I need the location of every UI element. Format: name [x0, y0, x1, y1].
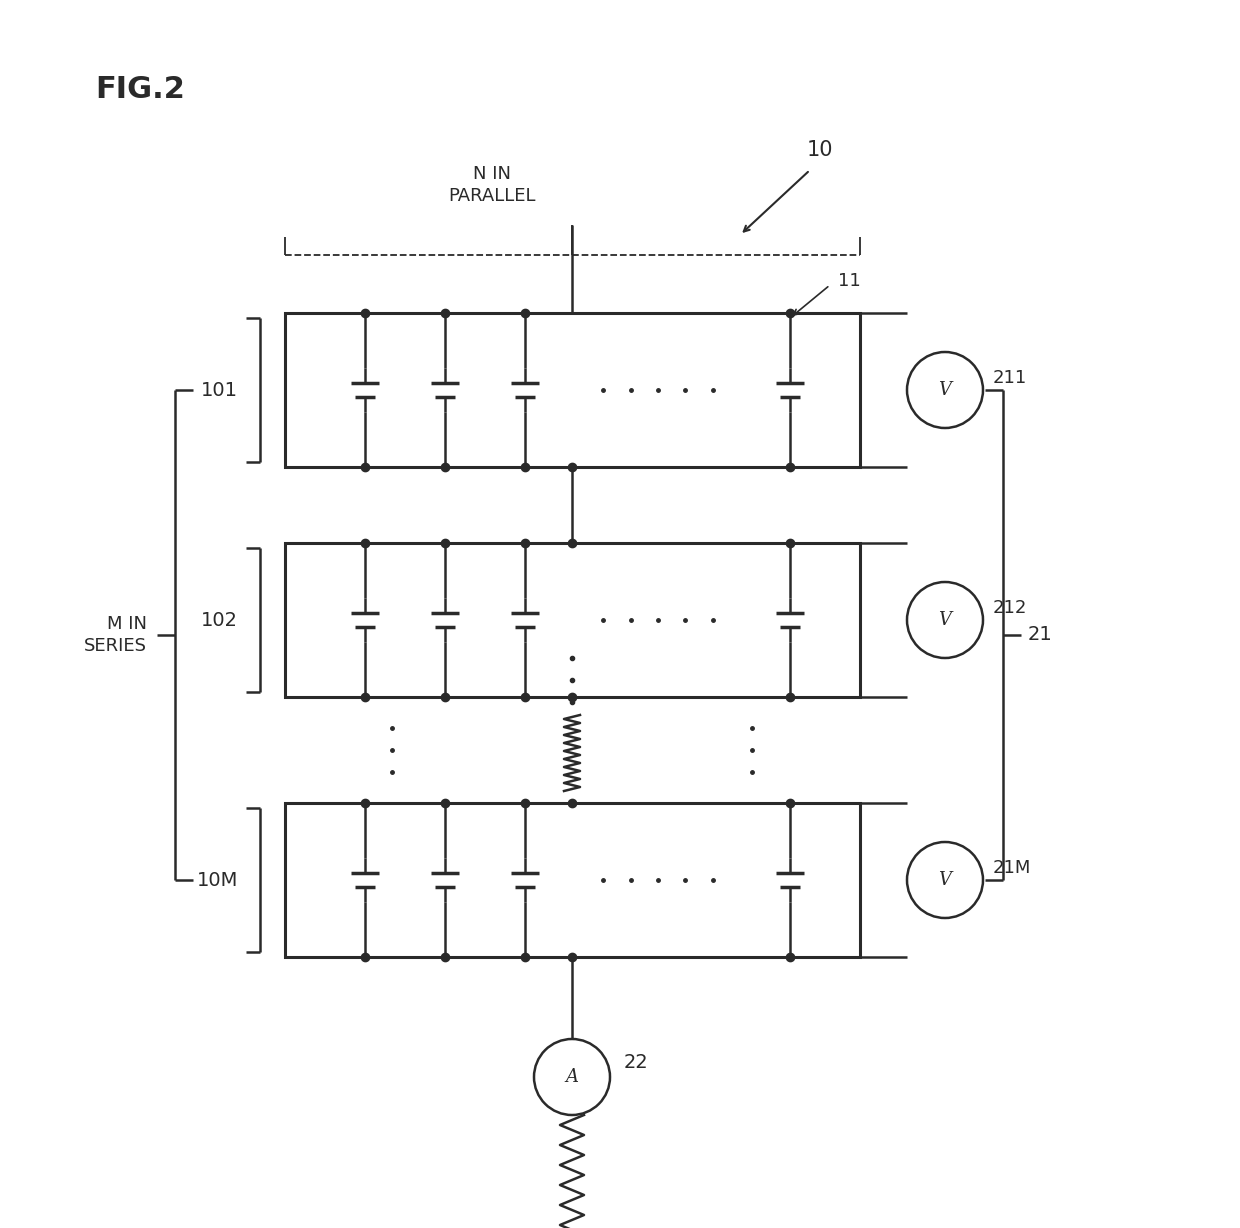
- Text: 102: 102: [201, 610, 238, 630]
- Text: 22: 22: [624, 1052, 649, 1072]
- Text: 212: 212: [993, 599, 1028, 616]
- Text: 10M: 10M: [197, 871, 238, 889]
- Bar: [285, 313, 861, 467]
- Text: V: V: [939, 381, 951, 399]
- Text: 21: 21: [1028, 625, 1053, 645]
- Text: FIG.2: FIG.2: [95, 75, 185, 104]
- Text: A: A: [565, 1068, 579, 1086]
- Text: M IN
SERIES: M IN SERIES: [84, 615, 148, 655]
- Text: 211: 211: [993, 368, 1027, 387]
- Text: 10: 10: [807, 140, 833, 160]
- Text: N IN
PARALLEL: N IN PARALLEL: [448, 165, 536, 205]
- Bar: [285, 803, 861, 957]
- Text: 101: 101: [201, 381, 238, 399]
- Text: V: V: [939, 612, 951, 629]
- Text: 21M: 21M: [993, 860, 1032, 877]
- Text: V: V: [939, 871, 951, 889]
- Bar: [285, 543, 861, 698]
- Text: 11: 11: [838, 271, 861, 290]
